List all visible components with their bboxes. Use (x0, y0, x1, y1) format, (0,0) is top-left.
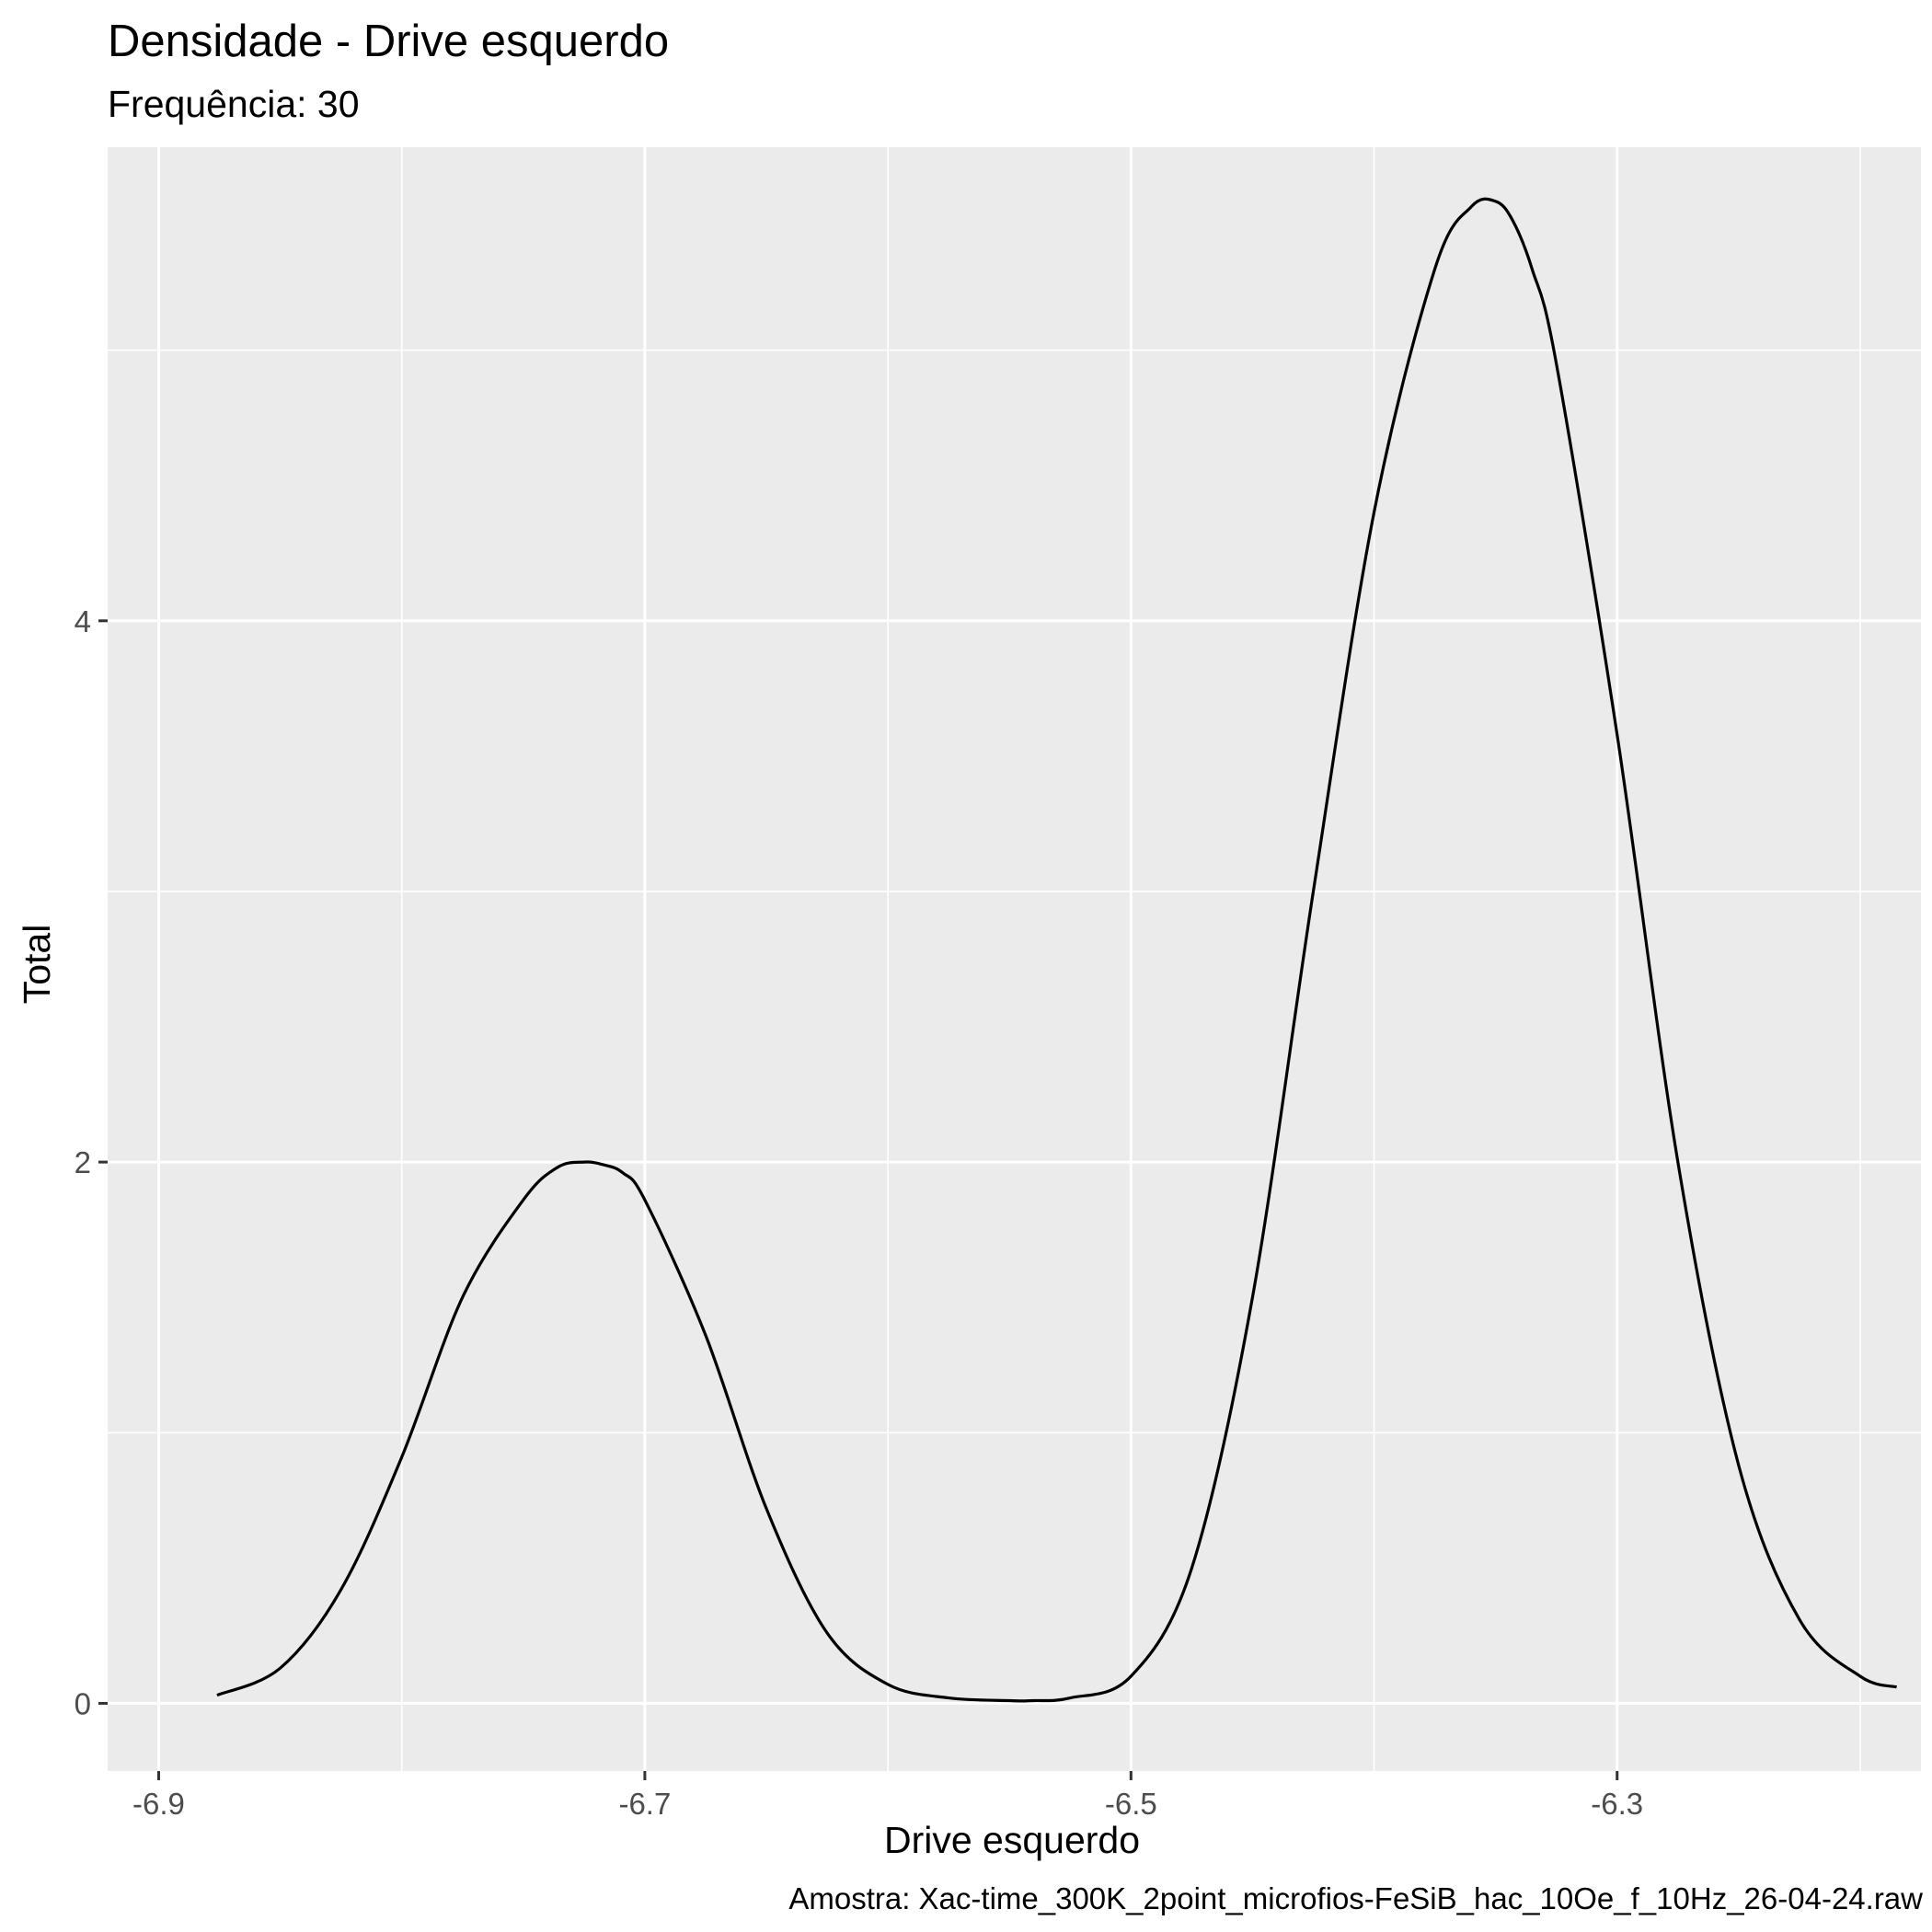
panel-background (108, 147, 1921, 1771)
plot-panel (108, 147, 1921, 1771)
chart-title: Densidade - Drive esquerdo (108, 17, 670, 66)
axes: -6.9 -6.7 -6.5 -6.3 0 2 4 (75, 604, 1644, 1821)
chart-caption: Amostra: Xac-time_300K_2point_microfios-… (788, 1881, 1923, 1915)
density-line (216, 197, 1898, 1703)
chart-subtitle: Frequência: 30 (108, 83, 360, 125)
x-tick-label: -6.3 (1591, 1787, 1643, 1821)
y-axis-label: Total (16, 925, 58, 1005)
x-tick-label: -6.9 (132, 1787, 185, 1821)
x-tick-label: -6.5 (1105, 1787, 1157, 1821)
density-series (216, 197, 1898, 1703)
x-axis-label: Drive esquerdo (884, 1819, 1140, 1861)
grid-lines (108, 147, 1921, 1771)
y-tick-label: 0 (75, 1686, 91, 1720)
x-tick-label: -6.7 (618, 1787, 671, 1821)
y-tick-label: 4 (75, 604, 91, 638)
y-tick-label: 2 (75, 1145, 91, 1179)
